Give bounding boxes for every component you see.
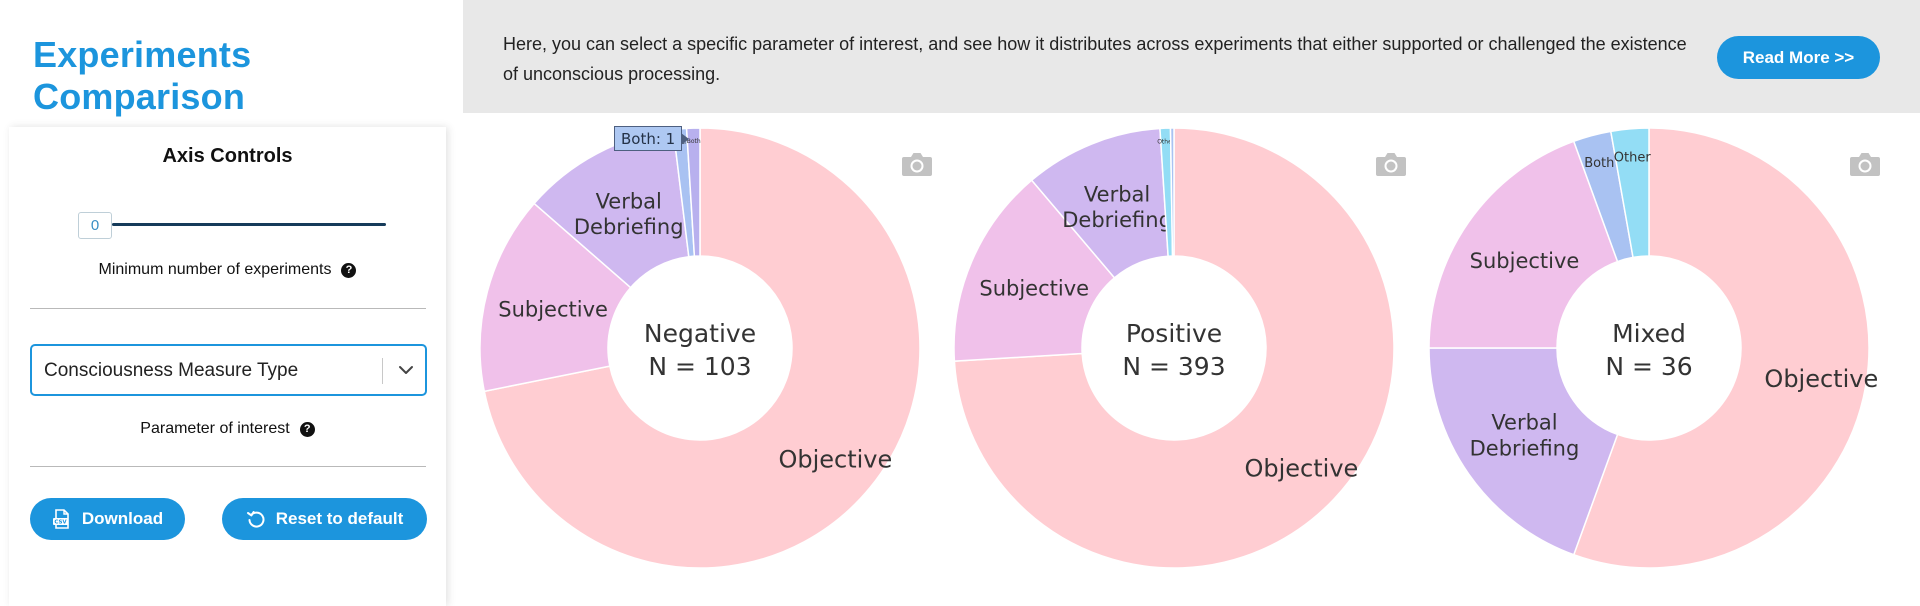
slice-label-verbal-debriefing: Verbal Debriefing — [1470, 411, 1580, 461]
intro-banner: Here, you can select a specific paramete… — [463, 0, 1920, 113]
read-more-button[interactable]: Read More >> — [1717, 36, 1880, 79]
camera-icon[interactable] — [1375, 151, 1407, 177]
center-count: N = 393 — [1122, 352, 1225, 381]
reset-icon — [246, 511, 265, 528]
slice-label-other: Other — [1157, 138, 1175, 145]
center-count: N = 36 — [1605, 352, 1692, 381]
axis-controls-panel: Axis Controls 0 Minimum number of experi… — [9, 127, 446, 606]
help-icon[interactable]: ? — [341, 262, 357, 278]
slice-label-subjective: Subjective — [498, 297, 608, 321]
download-label: Download — [81, 509, 164, 528]
camera-icon[interactable] — [901, 151, 933, 177]
center-title: Negative — [644, 319, 756, 348]
parameter-label: Parameter of interest — [140, 420, 290, 437]
mixed-donut-chart: Objective Verbal Debriefing Subjective Both O… — [1428, 127, 1878, 569]
slice-objective[interactable] — [483, 127, 921, 569]
slice-objective[interactable] — [1572, 127, 1870, 569]
hover-tooltip: Both: 1 — [614, 126, 690, 151]
slice-verbal-debriefing[interactable] — [1428, 347, 1619, 556]
parameter-select[interactable]: Consciousness Measure Type — [30, 344, 427, 396]
slice-label-objective: Objective — [1764, 365, 1878, 393]
chevron-down-icon[interactable] — [396, 360, 416, 380]
reset-button[interactable]: Reset to default — [222, 498, 427, 540]
axis-controls-title: Axis Controls — [162, 145, 293, 167]
csv-file-icon: CSV — [52, 509, 69, 529]
reset-label: Reset to default — [275, 509, 404, 528]
slice-label-both: Both — [1584, 156, 1614, 171]
min-experiments-value[interactable]: 0 — [78, 212, 112, 239]
download-button[interactable]: CSV Download — [30, 498, 185, 540]
slice-objective[interactable] — [953, 127, 1395, 569]
center-title: Positive — [1126, 319, 1222, 348]
slice-label-both: Both — [687, 138, 701, 145]
camera-icon[interactable] — [1849, 151, 1881, 177]
parameter-select-value: Consciousness Measure Type — [44, 360, 299, 381]
page-title: Experiments Comparison — [33, 34, 252, 117]
center-title: Mixed — [1612, 319, 1686, 348]
slice-both[interactable] — [685, 127, 701, 257]
slice-label-verbal-debriefing: Verbal Debriefing — [574, 189, 684, 239]
help-icon[interactable]: ? — [299, 421, 315, 437]
min-experiments-slider[interactable] — [112, 223, 386, 226]
slice-label-subjective: Subjective — [1470, 249, 1580, 273]
divider — [30, 308, 426, 309]
slice-label-subjective: Subjective — [979, 277, 1089, 301]
divider — [30, 466, 426, 467]
slice-label-other: Other — [1614, 150, 1652, 165]
slice-label-verbal-debriefing: Verbal Debriefing — [1062, 183, 1172, 233]
min-experiments-label-row: Minimum number of experiments ? — [9, 261, 446, 279]
select-separator — [382, 358, 383, 384]
slice-other[interactable] — [1609, 127, 1650, 259]
slice-label-objective: Objective — [1244, 454, 1358, 482]
intro-text: Here, you can select a specific paramete… — [503, 34, 1687, 84]
svg-text:CSV: CSV — [54, 520, 67, 526]
slice-subjective[interactable] — [953, 179, 1116, 362]
positive-donut-chart: Objective Subjective Verbal Debriefing Other… — [953, 127, 1395, 569]
slice-subjective[interactable] — [479, 202, 632, 393]
slice-both[interactable] — [1169, 127, 1175, 257]
center-count: N = 103 — [648, 352, 751, 381]
slice-subjective[interactable] — [1428, 140, 1619, 349]
slice-label-objective: Objective — [778, 445, 892, 473]
parameter-label-row: Parameter of interest ? — [9, 420, 446, 438]
min-experiments-label: Minimum number of experiments — [98, 261, 332, 278]
title-area: Experiments Comparison — [0, 0, 463, 117]
